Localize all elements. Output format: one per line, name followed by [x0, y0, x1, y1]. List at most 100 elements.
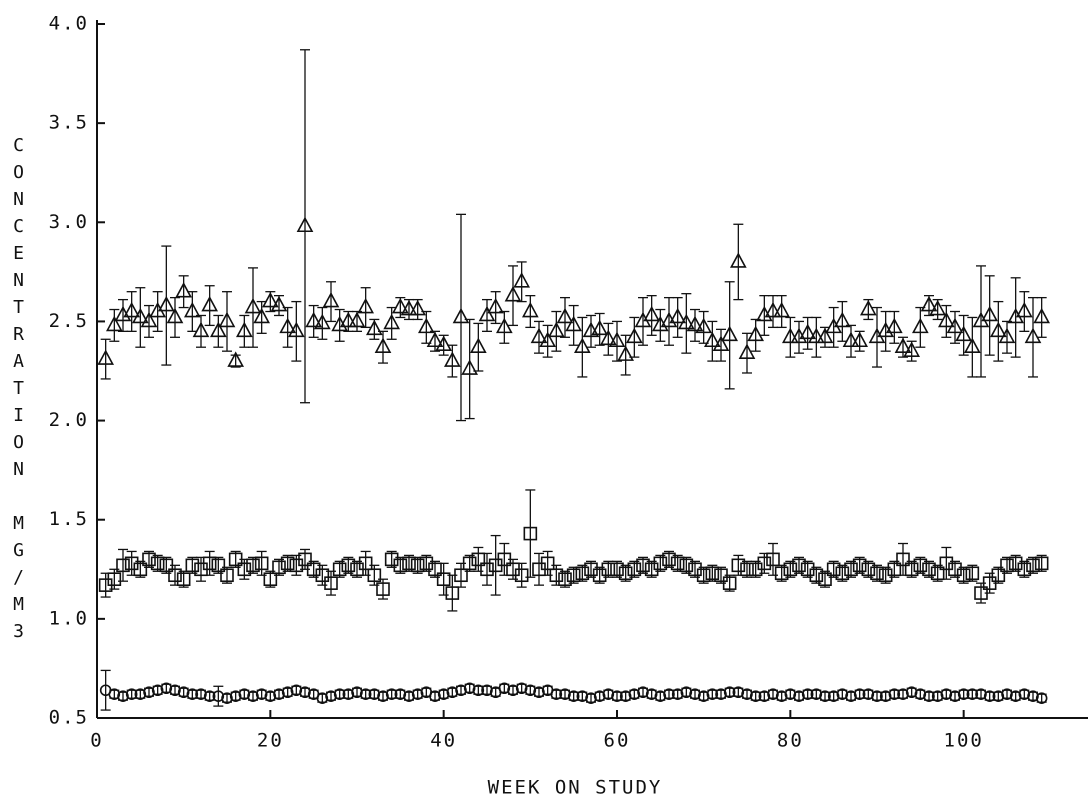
- circle-marker: [151, 684, 164, 697]
- triangle-marker: [903, 341, 921, 357]
- square-marker: [211, 558, 226, 573]
- circle-marker: [143, 686, 155, 699]
- circle-marker: [1027, 690, 1039, 702]
- square-marker: [887, 562, 902, 577]
- circle-marker: [212, 690, 225, 702]
- square-marker: [705, 566, 720, 581]
- triangle-marker: [339, 311, 357, 328]
- triangle-marker: [833, 311, 851, 328]
- circle-marker: [931, 690, 944, 702]
- square-marker: [792, 558, 806, 573]
- square-marker: [896, 552, 910, 567]
- triangle-marker: [105, 315, 123, 332]
- square-marker: [913, 558, 928, 573]
- error-bar: [1019, 291, 1030, 332]
- error-bar: [490, 291, 501, 325]
- circle-marker: [628, 688, 641, 701]
- error-bar: [464, 318, 475, 420]
- square-marker: [133, 562, 148, 577]
- circle-marker: [862, 688, 875, 701]
- circle-marker: [377, 690, 389, 702]
- square-marker: [757, 556, 772, 571]
- circle-marker: [879, 690, 892, 702]
- circle-marker: [1035, 692, 1048, 704]
- error-bar: [586, 314, 596, 348]
- error-bar: [577, 316, 588, 378]
- square-marker: [549, 568, 564, 583]
- circle-marker: [1001, 688, 1013, 701]
- circle-marker: [472, 684, 485, 697]
- triangle-marker: [365, 319, 383, 336]
- square-marker: [809, 568, 824, 583]
- square-marker: [774, 566, 789, 581]
- circle-marker: [455, 684, 467, 697]
- circle-marker: [351, 686, 363, 699]
- square-marker: [168, 568, 182, 583]
- error-bar: [551, 564, 562, 586]
- circle-marker: [801, 688, 814, 701]
- circle-marker: [732, 686, 745, 699]
- square-marker: [246, 558, 260, 573]
- square-marker: [150, 556, 165, 571]
- circle-marker: [749, 690, 762, 702]
- error-bar: [378, 330, 388, 364]
- error-bar: [846, 324, 856, 358]
- circle-marker: [567, 690, 580, 702]
- square-marker: [679, 558, 694, 573]
- triangle-marker: [244, 297, 262, 314]
- circle-marker: [905, 686, 918, 699]
- error-bar: [941, 304, 952, 338]
- error-bar: [438, 562, 449, 596]
- error-bar: [256, 300, 267, 334]
- square-marker: [436, 572, 451, 587]
- square-marker: [558, 572, 572, 587]
- error-bar: [204, 285, 215, 327]
- circle-marker: [385, 688, 398, 701]
- triangle-marker: [157, 295, 175, 312]
- error-bar: [118, 298, 128, 332]
- square-marker: [176, 572, 191, 587]
- error-bar: [369, 564, 380, 586]
- error-bar: [1036, 296, 1047, 338]
- circle-marker: [333, 688, 346, 701]
- error-bar: [473, 322, 484, 372]
- triangle-marker: [313, 313, 331, 330]
- triangle-marker: [374, 337, 392, 354]
- triangle-marker: [166, 307, 184, 324]
- error-bar: [542, 324, 553, 358]
- error-bar: [334, 308, 345, 342]
- circle-marker: [949, 690, 961, 702]
- square-marker: [332, 562, 347, 577]
- circle-marker: [368, 688, 381, 701]
- triangle-marker: [1015, 301, 1033, 318]
- square-marker: [107, 572, 122, 587]
- triangle-marker: [591, 319, 609, 336]
- error-bar: [178, 275, 189, 309]
- triangle-marker: [296, 216, 314, 233]
- error-bar: [872, 306, 882, 368]
- triangle-marker: [937, 311, 955, 328]
- triangle-marker: [140, 311, 158, 328]
- error-bar: [776, 295, 787, 329]
- circle-marker: [281, 686, 294, 699]
- triangle-marker: [721, 325, 739, 342]
- error-bar: [170, 296, 180, 338]
- square-marker: [185, 558, 200, 573]
- triangle-marker: [547, 321, 565, 338]
- error-bar: [239, 314, 250, 348]
- error-bar: [880, 310, 891, 352]
- circle-marker: [359, 688, 372, 701]
- square-marker: [298, 552, 312, 567]
- error-bar: [889, 310, 900, 344]
- square-marker: [142, 552, 156, 567]
- circle-marker: [619, 690, 632, 702]
- circle-marker: [325, 690, 337, 702]
- circle-marker: [845, 690, 857, 702]
- circle-marker: [559, 688, 571, 701]
- error-bar: [482, 298, 492, 332]
- circle-marker: [108, 688, 121, 701]
- error-bar: [326, 281, 336, 323]
- y-tick-label: 2.0: [49, 409, 89, 431]
- triangle-marker: [573, 337, 591, 354]
